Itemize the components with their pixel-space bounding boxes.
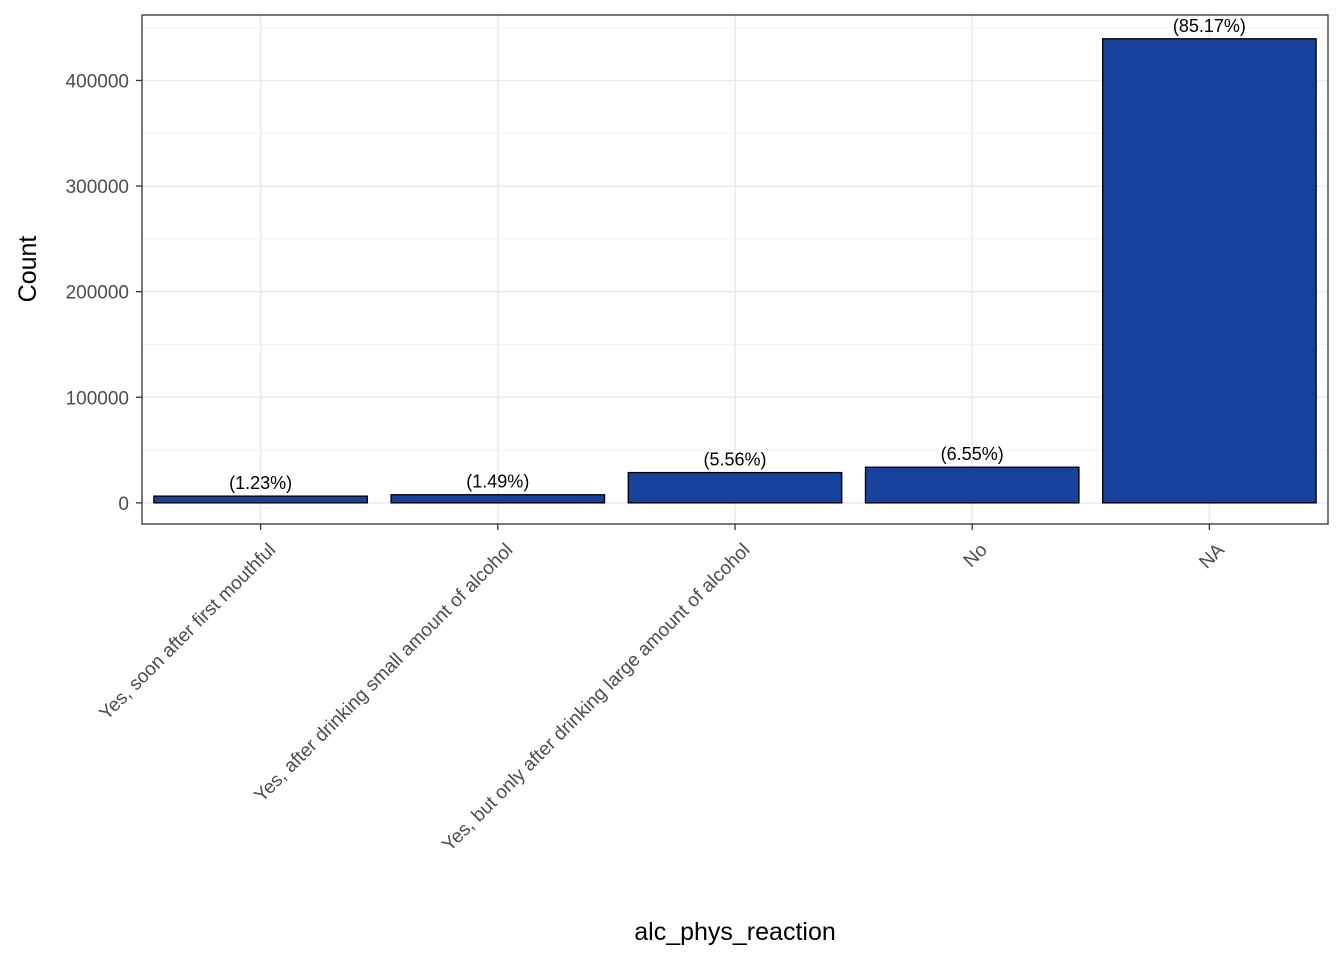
bar-data-label: (1.23%) (229, 473, 292, 493)
bar-data-label: (6.55%) (941, 444, 1004, 464)
x-tick-label: Yes, after drinking small amount of alco… (251, 540, 518, 807)
bars (153, 38, 1317, 504)
y-axis-title: Count (14, 236, 42, 303)
bar-data-label: (85.17%) (1173, 16, 1246, 36)
y-axis: 0 100000 200000 300000 400000 (66, 71, 142, 515)
x-tick-label: Yes, but only after drinking large amoun… (438, 540, 754, 856)
y-tick-label: 100000 (66, 388, 129, 409)
bar-data-label: (5.56%) (703, 450, 766, 470)
y-tick-label: 400000 (66, 71, 129, 92)
bar (390, 494, 606, 504)
x-tick-label: Yes, soon after first mouthful (96, 540, 281, 725)
y-tick-label: 300000 (66, 177, 129, 198)
y-tick-label: 200000 (66, 283, 129, 304)
x-tick-label: NA (1195, 539, 1229, 573)
bar (153, 495, 368, 504)
y-tick-label: 0 (118, 494, 129, 515)
bar (627, 471, 843, 504)
data-labels: (1.23%) (1.49%) (5.56%) (6.55%) (85.17%) (229, 16, 1246, 493)
bar-data-label: (1.49%) (466, 472, 529, 492)
x-tick-label: No (960, 540, 992, 572)
x-axis-title: alc_phys_reaction (634, 918, 836, 946)
bar (864, 466, 1080, 504)
bar (1102, 38, 1317, 504)
